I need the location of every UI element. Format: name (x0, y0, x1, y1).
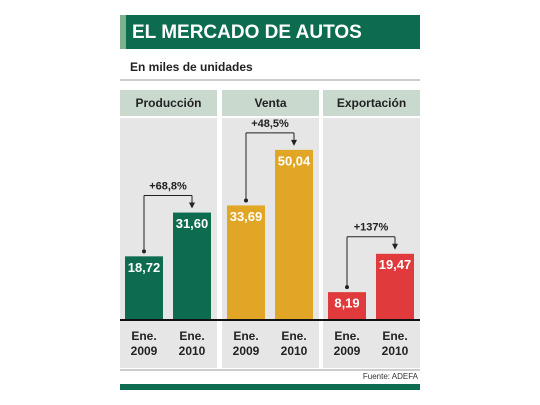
value-label: 8,19 (334, 296, 359, 311)
annotation: +137% (354, 222, 389, 234)
source: Fuente: ADEFA (363, 372, 419, 381)
bracket-arrow (291, 139, 297, 146)
category-label: Ene. 2010 (178, 329, 206, 358)
title-bar (120, 15, 420, 49)
value-label: 31,60 (176, 216, 209, 231)
value-label: 18,72 (128, 260, 161, 275)
panel-header (120, 90, 217, 116)
category-label: Ene. 2009 (333, 329, 361, 358)
annotation: +48,5% (251, 118, 289, 130)
panel-title: Venta (254, 96, 286, 110)
subtitle: En miles de unidades (130, 60, 253, 74)
panel-header (222, 90, 319, 116)
panel-title: Exportación (337, 96, 406, 110)
bar (275, 149, 313, 320)
bar (376, 253, 414, 320)
panel-footer (323, 320, 420, 368)
bracket-arrow (189, 202, 195, 209)
bracket-dot (142, 249, 146, 254)
bar (125, 256, 163, 320)
panel-footer (120, 320, 217, 368)
annotation: +68,8% (149, 180, 187, 192)
value-label: 50,04 (278, 153, 311, 168)
bar (173, 212, 211, 320)
value-label: 33,69 (230, 209, 263, 224)
bottom-bar (120, 384, 420, 390)
category-label: Ene. 2010 (381, 329, 409, 358)
main-title: EL MERCADO DE AUTOS (132, 22, 362, 43)
bracket-dot (244, 198, 248, 203)
bracket-dot (345, 285, 349, 290)
panel-header (323, 90, 420, 116)
panel-footer (222, 320, 319, 368)
title-accent (120, 15, 126, 49)
bracket-arrow (392, 243, 398, 250)
panel-title: Producción (135, 96, 201, 110)
bar (227, 205, 265, 320)
category-label: Ene. 2009 (232, 329, 260, 358)
value-label: 19,47 (379, 257, 412, 272)
category-label: Ene. 2009 (130, 329, 158, 358)
category-label: Ene. 2010 (280, 329, 308, 358)
bar (328, 292, 366, 320)
